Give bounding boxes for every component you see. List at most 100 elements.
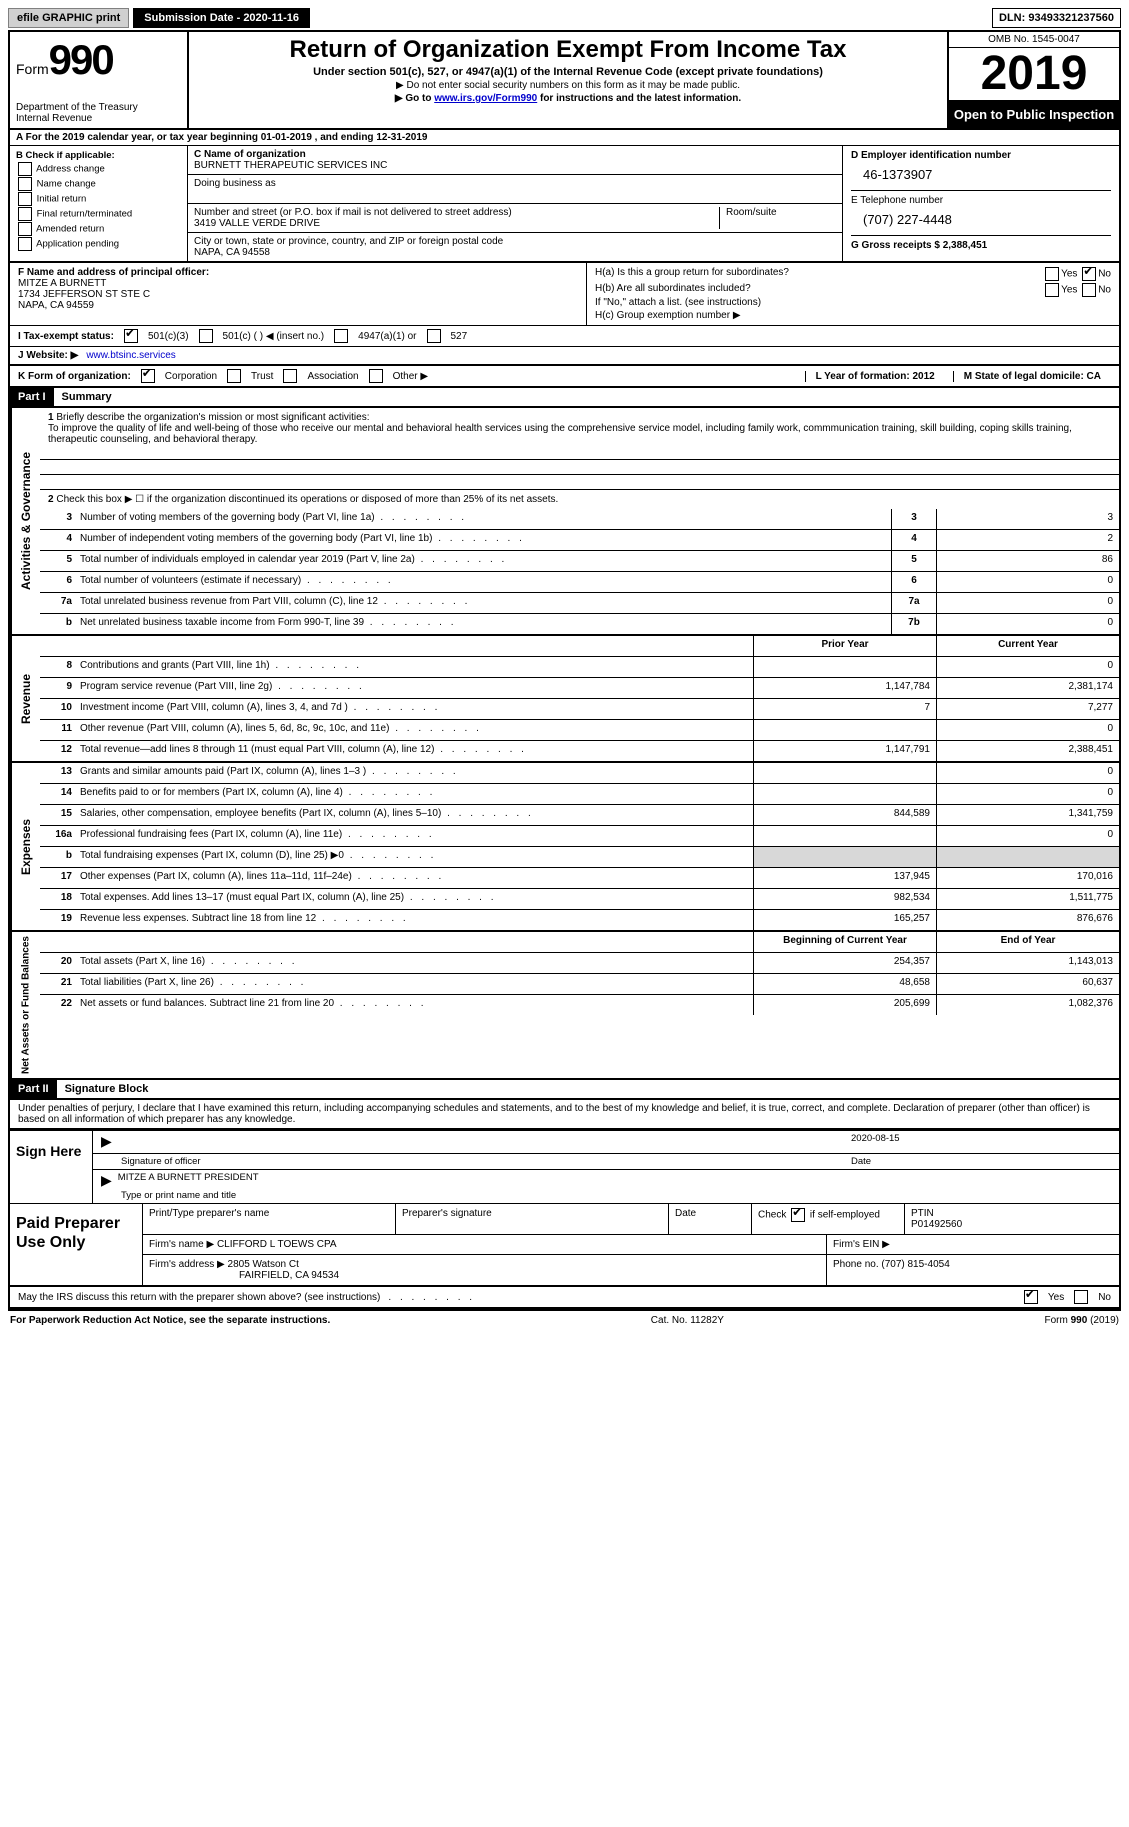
col-current-year: Current Year (936, 636, 1119, 656)
data-row: 9Program service revenue (Part VIII, lin… (40, 678, 1119, 699)
form-number: 990 (49, 36, 113, 83)
column-c-org-info: C Name of organization BURNETT THERAPEUT… (188, 146, 843, 261)
side-label-net: Net Assets or Fund Balances (10, 932, 40, 1078)
cb-discuss-yes[interactable] (1024, 1290, 1038, 1304)
q1-label: Briefly describe the organization's miss… (56, 412, 369, 423)
hb-note: If "No," attach a list. (see instruction… (595, 297, 1111, 308)
sign-here-label: Sign Here (10, 1131, 93, 1203)
firm-name-cell: Firm's name ▶ CLIFFORD L TOEWS CPA (143, 1235, 827, 1254)
data-row: 13Grants and similar amounts paid (Part … (40, 763, 1119, 784)
form-title: Return of Organization Exempt From Incom… (197, 36, 939, 64)
j-label: J Website: ▶ (18, 350, 78, 361)
cb-trust[interactable] (227, 369, 241, 383)
cb-association[interactable] (283, 369, 297, 383)
dba-label: Doing business as (194, 178, 276, 189)
paid-preparer-label: Paid Preparer Use Only (10, 1204, 143, 1285)
dln-box: DLN: 93493321237560 (992, 8, 1121, 28)
section-net-assets: Net Assets or Fund Balances Beginning of… (10, 932, 1119, 1080)
gov-row: 4Number of independent voting members of… (40, 530, 1119, 551)
m-state-domicile: M State of legal domicile: CA (953, 371, 1111, 382)
col-prior-year: Prior Year (753, 636, 936, 656)
form-note-ssn: ▶ Do not enter social security numbers o… (197, 80, 939, 91)
cb-self-employed[interactable] (791, 1208, 805, 1222)
officer-name: MITZE A BURNETT (18, 278, 578, 289)
tax-year: 2019 (949, 48, 1119, 101)
column-h-group: H(a) Is this a group return for subordin… (587, 263, 1119, 325)
section-governance: Activities & Governance 1 Briefly descri… (10, 408, 1119, 636)
firm-ein-cell: Firm's EIN ▶ (827, 1235, 1119, 1254)
data-row: 12Total revenue—add lines 8 through 11 (… (40, 741, 1119, 761)
firm-phone-cell: Phone no. (707) 815-4054 (827, 1255, 1119, 1285)
dept-treasury: Department of the Treasury (16, 102, 181, 113)
cb-address-change[interactable]: Address change (16, 162, 181, 176)
paperwork-notice: For Paperwork Reduction Act Notice, see … (10, 1315, 330, 1326)
side-label-expenses: Expenses (10, 763, 40, 930)
hc-label: H(c) Group exemption number ▶ (595, 310, 1111, 321)
org-name: BURNETT THERAPEUTIC SERVICES INC (194, 160, 836, 171)
data-row: 15Salaries, other compensation, employee… (40, 805, 1119, 826)
website-value[interactable]: www.btsinc.services (86, 350, 175, 361)
column-f-officer: F Name and address of principal officer:… (10, 263, 587, 325)
gross-receipts: G Gross receipts $ 2,388,451 (851, 240, 1111, 251)
data-row: 11Other revenue (Part VIII, column (A), … (40, 720, 1119, 741)
gov-row: 3Number of voting members of the governi… (40, 509, 1119, 530)
part1-header-row: Part I Summary (10, 388, 1119, 408)
irs-discuss-row: May the IRS discuss this return with the… (10, 1287, 1119, 1309)
cb-501c[interactable] (199, 329, 213, 343)
efile-print-button[interactable]: efile GRAPHIC print (8, 8, 129, 28)
ein-value: 46-1373907 (851, 161, 1111, 184)
phone-value: (707) 227-4448 (851, 206, 1111, 229)
gov-row: bNet unrelated business taxable income f… (40, 614, 1119, 634)
org-address: 3419 VALLE VERDE DRIVE (194, 218, 719, 229)
cb-501c3[interactable] (124, 329, 138, 343)
ein-label: D Employer identification number (851, 150, 1111, 161)
data-row: 16aProfessional fundraising fees (Part I… (40, 826, 1119, 847)
cb-initial-return[interactable]: Initial return (16, 192, 181, 206)
data-row: 17Other expenses (Part IX, column (A), l… (40, 868, 1119, 889)
section-fh: F Name and address of principal officer:… (10, 263, 1119, 326)
cb-amended-return[interactable]: Amended return (16, 222, 181, 236)
top-bar: efile GRAPHIC print Submission Date - 20… (8, 8, 1121, 28)
paid-preparer-block: Paid Preparer Use Only Print/Type prepar… (10, 1203, 1119, 1287)
note2-pre: ▶ Go to (395, 93, 434, 104)
cb-application-pending[interactable]: Application pending (16, 237, 181, 251)
prep-h1: Print/Type preparer's name (143, 1204, 396, 1234)
irs-link[interactable]: www.irs.gov/Form990 (434, 93, 537, 104)
data-row: 14Benefits paid to or for members (Part … (40, 784, 1119, 805)
side-label-revenue: Revenue (10, 636, 40, 761)
section-revenue: Revenue Prior Year Current Year 8Contrib… (10, 636, 1119, 763)
date-label: Date (851, 1156, 1111, 1167)
side-label-governance: Activities & Governance (10, 408, 40, 634)
prep-h4: Check if self-employed (752, 1204, 905, 1234)
data-row: 21Total liabilities (Part X, line 26)48,… (40, 974, 1119, 995)
row-i-tax-status: I Tax-exempt status: 501(c)(3) 501(c) ( … (10, 326, 1119, 347)
suite-label: Room/suite (719, 207, 836, 229)
part2-badge: Part II (10, 1080, 57, 1098)
row-klm: K Form of organization: Corporation Trus… (10, 366, 1119, 388)
data-row: 20Total assets (Part X, line 16)254,3571… (40, 953, 1119, 974)
cb-final-return[interactable]: Final return/terminated (16, 207, 181, 221)
k-label: K Form of organization: (18, 371, 131, 382)
gov-row: 5Total number of individuals employed in… (40, 551, 1119, 572)
data-row: 10Investment income (Part VIII, column (… (40, 699, 1119, 720)
cb-name-change[interactable]: Name change (16, 177, 181, 191)
prep-h3: Date (669, 1204, 752, 1234)
revenue-header-row: Prior Year Current Year (40, 636, 1119, 657)
data-row: 22Net assets or fund balances. Subtract … (40, 995, 1119, 1015)
form-subtitle: Under section 501(c), 527, or 4947(a)(1)… (197, 66, 939, 78)
sig-date-value: 2020-08-15 (851, 1133, 1111, 1151)
sign-here-block: Sign Here ▶ 2020-08-15 Signature of offi… (10, 1129, 1119, 1203)
cb-527[interactable] (427, 329, 441, 343)
data-row: 19Revenue less expenses. Subtract line 1… (40, 910, 1119, 930)
cb-other[interactable] (369, 369, 383, 383)
dept-irs: Internal Revenue (16, 113, 181, 124)
i-label: I Tax-exempt status: (18, 331, 114, 342)
part2-title: Signature Block (57, 1080, 157, 1098)
part2-header-row: Part II Signature Block (10, 1080, 1119, 1100)
column-b-checkboxes: B Check if applicable: Address change Na… (10, 146, 188, 261)
form-header: Form990 Department of the Treasury Inter… (10, 32, 1119, 130)
cb-corporation[interactable] (141, 369, 155, 383)
cb-4947[interactable] (334, 329, 348, 343)
cb-discuss-no[interactable] (1074, 1290, 1088, 1304)
c-name-label: C Name of organization (194, 149, 836, 160)
